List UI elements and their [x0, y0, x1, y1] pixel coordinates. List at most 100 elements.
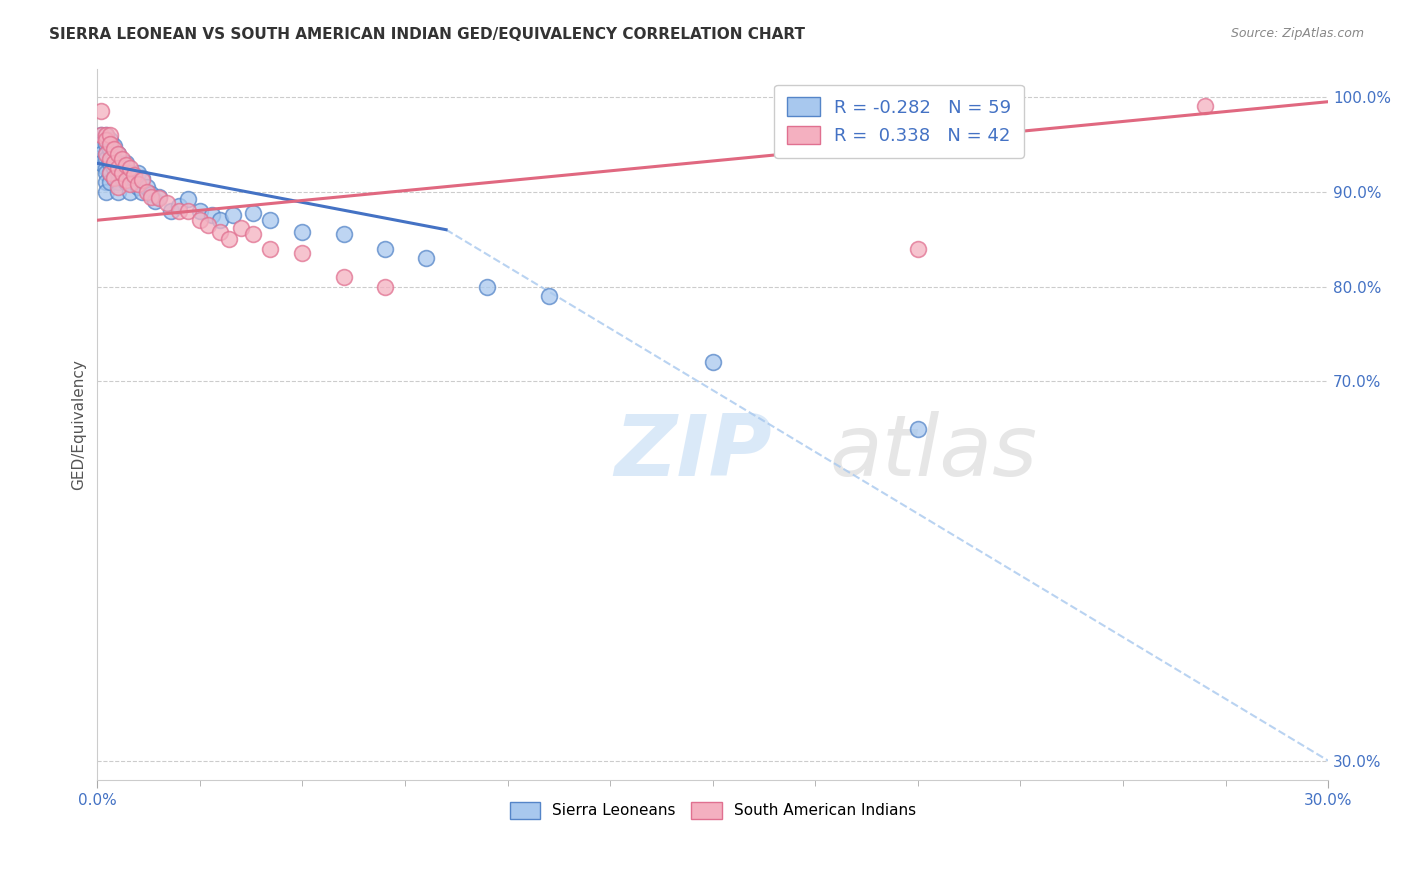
Point: [135, 180, 157, 194]
Point: [98, 137, 121, 152]
Point: [148, 189, 170, 203]
Point: [115, 173, 138, 187]
Point: [103, 161, 125, 175]
Point: [115, 175, 138, 189]
Point: [111, 161, 134, 175]
Point: [537, 289, 560, 303]
Point: [218, 232, 240, 246]
Point: [188, 213, 211, 227]
Point: [98, 166, 121, 180]
Point: [111, 166, 134, 180]
Point: [103, 139, 125, 153]
Point: [332, 227, 354, 242]
Y-axis label: GED/Equivalency: GED/Equivalency: [72, 359, 86, 490]
Point: [120, 161, 142, 175]
Point: [94, 161, 117, 175]
Point: [139, 189, 162, 203]
Point: [90, 137, 112, 152]
Point: [209, 213, 232, 227]
Point: [103, 170, 125, 185]
Text: SIERRA LEONEAN VS SOUTH AMERICAN INDIAN GED/EQUIVALENCY CORRELATION CHART: SIERRA LEONEAN VS SOUTH AMERICAN INDIAN …: [49, 27, 806, 42]
Point: [907, 242, 929, 256]
Point: [139, 186, 162, 201]
Point: [176, 192, 198, 206]
Point: [242, 205, 264, 219]
Point: [291, 225, 314, 239]
Point: [111, 170, 134, 185]
Legend: Sierra Leoneans, South American Indians: Sierra Leoneans, South American Indians: [503, 796, 922, 825]
Point: [127, 166, 149, 180]
Point: [120, 166, 142, 180]
Point: [90, 104, 112, 119]
Point: [373, 279, 395, 293]
Point: [94, 152, 117, 166]
Point: [907, 422, 929, 436]
Point: [124, 168, 146, 182]
Point: [94, 185, 117, 199]
Point: [98, 128, 121, 142]
Point: [143, 194, 166, 209]
Point: [475, 279, 498, 293]
Point: [111, 152, 134, 166]
Point: [135, 185, 157, 199]
Point: [127, 177, 149, 191]
Text: ZIP: ZIP: [614, 411, 772, 494]
Point: [702, 355, 724, 369]
Point: [209, 225, 232, 239]
Point: [201, 209, 224, 223]
Point: [115, 158, 138, 172]
Point: [242, 227, 264, 242]
Point: [373, 242, 395, 256]
Point: [107, 161, 129, 175]
Point: [197, 218, 219, 232]
Point: [90, 146, 112, 161]
Point: [98, 152, 121, 166]
Point: [131, 185, 153, 199]
Point: [259, 213, 281, 227]
Point: [90, 128, 112, 142]
Point: [124, 170, 146, 185]
Point: [169, 203, 191, 218]
Point: [120, 185, 142, 199]
Point: [115, 166, 138, 180]
Point: [107, 156, 129, 170]
Point: [291, 246, 314, 260]
Point: [103, 152, 125, 166]
Point: [98, 133, 121, 147]
Point: [120, 177, 142, 191]
Point: [332, 270, 354, 285]
Point: [229, 220, 252, 235]
Point: [115, 156, 138, 170]
Point: [176, 203, 198, 218]
Point: [103, 156, 125, 170]
Point: [107, 166, 129, 180]
Point: [98, 175, 121, 189]
Point: [107, 146, 129, 161]
Point: [90, 156, 112, 170]
Point: [94, 175, 117, 189]
Point: [103, 142, 125, 156]
Point: [131, 173, 153, 187]
Text: atlas: atlas: [830, 411, 1038, 494]
Point: [156, 196, 179, 211]
Point: [107, 185, 129, 199]
Point: [94, 128, 117, 142]
Point: [98, 156, 121, 170]
Point: [98, 142, 121, 156]
Point: [160, 203, 183, 218]
Point: [103, 170, 125, 185]
Point: [94, 128, 117, 142]
Text: Source: ZipAtlas.com: Source: ZipAtlas.com: [1230, 27, 1364, 40]
Point: [90, 128, 112, 142]
Point: [107, 180, 129, 194]
Point: [94, 146, 117, 161]
Point: [107, 175, 129, 189]
Point: [94, 166, 117, 180]
Point: [94, 137, 117, 152]
Point: [222, 209, 245, 223]
Point: [148, 191, 170, 205]
Point: [98, 166, 121, 180]
Point: [415, 251, 437, 265]
Point: [107, 146, 129, 161]
Point: [1194, 99, 1216, 113]
